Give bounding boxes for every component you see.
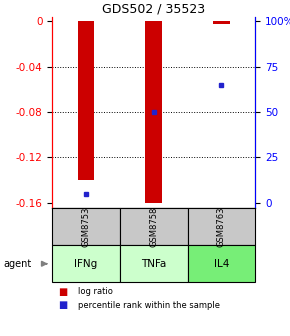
Text: percentile rank within the sample: percentile rank within the sample — [78, 301, 220, 309]
Bar — [213, 21, 230, 24]
Text: agent: agent — [3, 259, 31, 269]
Text: IFNg: IFNg — [75, 259, 98, 269]
Bar — [78, 21, 95, 180]
Bar — [145, 21, 162, 203]
Text: IL4: IL4 — [214, 259, 229, 269]
Text: GSM8758: GSM8758 — [149, 207, 158, 247]
Text: GSM8753: GSM8753 — [81, 207, 90, 247]
Title: GDS502 / 35523: GDS502 / 35523 — [102, 3, 205, 16]
Text: log ratio: log ratio — [78, 287, 113, 296]
Text: TNFa: TNFa — [141, 259, 166, 269]
Text: ■: ■ — [58, 300, 67, 310]
Text: ■: ■ — [58, 287, 67, 297]
Text: GSM8763: GSM8763 — [217, 207, 226, 247]
